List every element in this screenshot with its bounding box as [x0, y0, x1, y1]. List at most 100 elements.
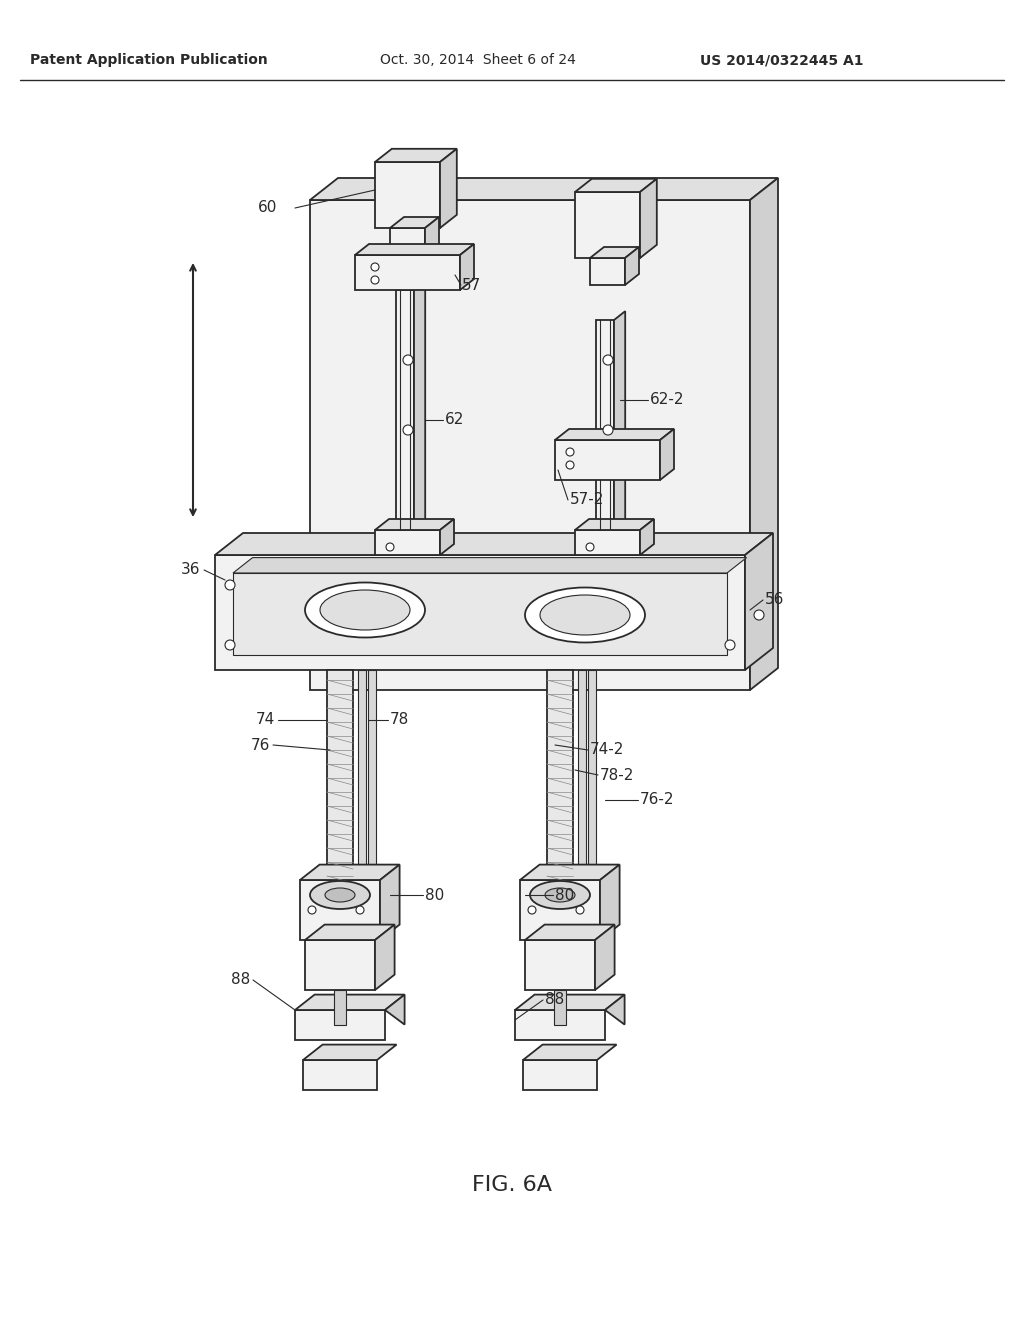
Text: 76: 76	[251, 738, 270, 752]
Ellipse shape	[310, 880, 370, 909]
Text: 80: 80	[425, 887, 444, 903]
Circle shape	[586, 543, 594, 550]
Polygon shape	[358, 671, 366, 880]
Circle shape	[371, 276, 379, 284]
Polygon shape	[310, 201, 750, 690]
Polygon shape	[300, 865, 399, 880]
Polygon shape	[575, 191, 640, 257]
Polygon shape	[523, 1044, 616, 1060]
Polygon shape	[523, 1060, 597, 1090]
Text: 78: 78	[390, 713, 410, 727]
Polygon shape	[355, 244, 474, 255]
Polygon shape	[515, 1010, 605, 1040]
Polygon shape	[578, 671, 586, 880]
Polygon shape	[215, 554, 745, 671]
Polygon shape	[375, 162, 440, 228]
Text: 76-2: 76-2	[640, 792, 675, 808]
Polygon shape	[440, 519, 454, 554]
Circle shape	[225, 579, 234, 590]
Polygon shape	[460, 244, 474, 290]
Ellipse shape	[540, 595, 630, 635]
Circle shape	[575, 906, 584, 913]
Polygon shape	[515, 994, 625, 1010]
Polygon shape	[380, 865, 399, 940]
Text: 62: 62	[445, 412, 464, 428]
Polygon shape	[355, 255, 460, 290]
Polygon shape	[396, 290, 414, 531]
Polygon shape	[614, 312, 626, 531]
Polygon shape	[745, 533, 773, 671]
Text: 88: 88	[545, 993, 564, 1007]
Text: 57-2: 57-2	[570, 492, 604, 507]
Polygon shape	[375, 531, 440, 554]
Polygon shape	[425, 216, 439, 255]
Polygon shape	[520, 865, 620, 880]
Polygon shape	[588, 671, 596, 880]
Circle shape	[371, 263, 379, 271]
Polygon shape	[300, 880, 380, 940]
Text: FIG. 6A: FIG. 6A	[472, 1175, 552, 1195]
Polygon shape	[600, 865, 620, 940]
Polygon shape	[305, 940, 375, 990]
Circle shape	[528, 906, 536, 913]
Circle shape	[566, 447, 574, 455]
Ellipse shape	[319, 590, 410, 630]
Polygon shape	[575, 519, 654, 531]
Polygon shape	[303, 1044, 396, 1060]
Polygon shape	[305, 924, 394, 940]
Text: 36: 36	[180, 562, 200, 578]
Text: Patent Application Publication: Patent Application Publication	[30, 53, 267, 67]
Polygon shape	[575, 531, 640, 554]
Text: 80: 80	[555, 887, 574, 903]
Circle shape	[356, 906, 364, 913]
Polygon shape	[640, 519, 654, 554]
Polygon shape	[555, 429, 674, 440]
Text: 74: 74	[256, 713, 275, 727]
Circle shape	[725, 640, 735, 649]
Circle shape	[386, 543, 394, 550]
Polygon shape	[596, 319, 614, 531]
Polygon shape	[375, 519, 454, 531]
Polygon shape	[375, 924, 394, 990]
Polygon shape	[575, 178, 656, 191]
Polygon shape	[375, 149, 457, 162]
Polygon shape	[547, 671, 573, 880]
Polygon shape	[303, 1060, 377, 1090]
Circle shape	[308, 906, 316, 913]
Polygon shape	[310, 178, 778, 201]
Polygon shape	[625, 247, 639, 285]
Polygon shape	[233, 573, 727, 655]
Text: 78-2: 78-2	[600, 767, 635, 783]
Polygon shape	[590, 257, 625, 285]
Polygon shape	[590, 247, 639, 257]
Text: US 2014/0322445 A1: US 2014/0322445 A1	[700, 53, 863, 67]
Polygon shape	[525, 940, 595, 990]
Circle shape	[603, 355, 613, 366]
Circle shape	[403, 425, 413, 436]
Ellipse shape	[325, 888, 355, 902]
Polygon shape	[295, 1010, 385, 1040]
Polygon shape	[660, 429, 674, 480]
Polygon shape	[334, 990, 346, 1026]
Polygon shape	[368, 671, 376, 880]
Polygon shape	[525, 924, 614, 940]
Ellipse shape	[530, 880, 590, 909]
Circle shape	[603, 425, 613, 436]
Text: Oct. 30, 2014  Sheet 6 of 24: Oct. 30, 2014 Sheet 6 of 24	[380, 53, 575, 67]
Polygon shape	[605, 994, 625, 1024]
Ellipse shape	[525, 587, 645, 643]
Text: 88: 88	[230, 973, 250, 987]
Polygon shape	[414, 281, 425, 531]
Polygon shape	[390, 228, 425, 255]
Polygon shape	[215, 533, 773, 554]
Polygon shape	[640, 178, 656, 257]
Text: 62-2: 62-2	[650, 392, 684, 408]
Polygon shape	[233, 557, 746, 573]
Text: 60: 60	[258, 201, 278, 215]
Polygon shape	[327, 671, 353, 880]
Circle shape	[566, 461, 574, 469]
Polygon shape	[554, 990, 566, 1026]
Circle shape	[403, 355, 413, 366]
Polygon shape	[390, 216, 439, 228]
Circle shape	[225, 640, 234, 649]
